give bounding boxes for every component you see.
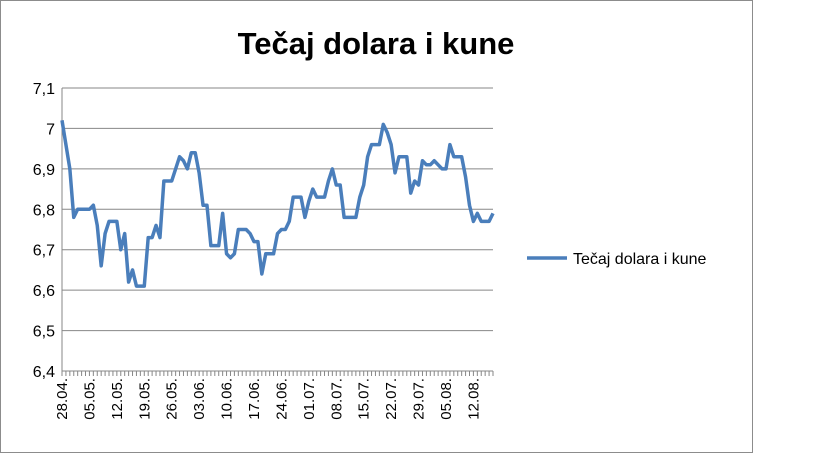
y-tick-label: 6,5 [33, 324, 55, 341]
chart-border [0, 0, 753, 453]
x-tick-label: 28.04. [54, 378, 71, 420]
x-tick-label: 29.07. [411, 378, 428, 420]
x-tick-label: 17.06. [246, 378, 263, 420]
x-tick-label: 19.05. [136, 378, 153, 420]
x-tick-label: 01.07. [301, 378, 318, 420]
x-tick-label: 26.05. [164, 378, 181, 420]
y-tick-label: 7,1 [33, 81, 55, 98]
y-tick-label: 6,7 [33, 243, 55, 260]
y-tick-label: 7 [46, 121, 55, 138]
x-tick-label: 22.07. [383, 378, 400, 420]
chart-title: Tečaj dolara i kune [238, 26, 515, 61]
y-tick-label: 6,9 [33, 162, 55, 179]
x-tick-label: 12.08. [465, 378, 482, 420]
x-tick-label: 15.07. [356, 378, 373, 420]
y-tick-label: 6,6 [33, 283, 55, 300]
x-tick-label: 12.05. [109, 378, 126, 420]
y-tick-label: 6,8 [33, 202, 55, 219]
x-tick-label: 05.05. [81, 378, 98, 420]
x-tick-label: 03.06. [191, 378, 208, 420]
data-line [60, 120, 495, 288]
y-tick-label: 6,4 [33, 364, 55, 381]
x-tick-label: 10.06. [219, 378, 236, 420]
x-tick-label: 08.07. [328, 378, 345, 420]
x-tick-label: 24.06. [273, 378, 290, 420]
legend-label: Tečaj dolara i kune [573, 251, 707, 268]
x-tick-label: 05.08. [438, 378, 455, 420]
